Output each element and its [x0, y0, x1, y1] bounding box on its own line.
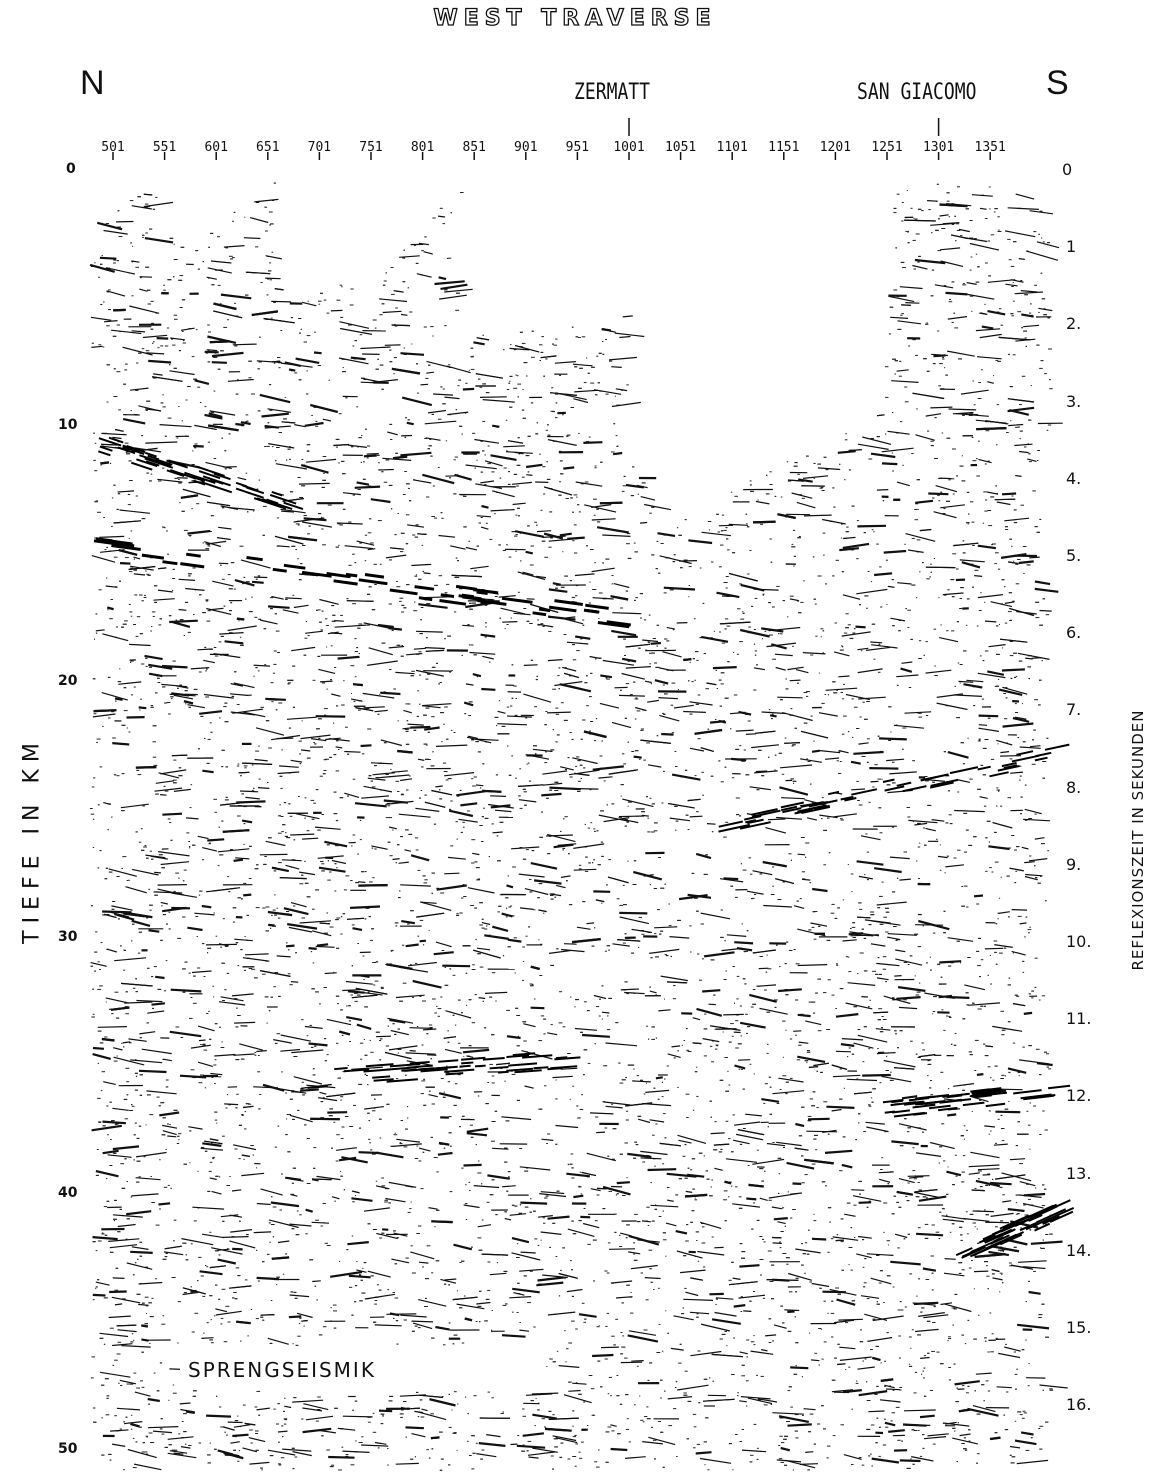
time-tick-label: 9. — [1066, 854, 1082, 874]
time-tick-label: 12. — [1066, 1086, 1092, 1106]
shotpoint-label: 1151 — [768, 140, 800, 155]
shotpoint-label: 1251 — [871, 140, 903, 155]
shotpoint-label: 1201 — [819, 140, 852, 155]
shotpoint-label: 1001 — [613, 140, 645, 155]
depth-tick-label: 30 — [58, 929, 78, 945]
depth-axis-label: TIEFE IN KM — [19, 736, 45, 944]
depth-tick-label: 20 — [58, 673, 78, 689]
time-tick-label: 11. — [1066, 1009, 1092, 1029]
time-tick-label: 3. — [1066, 391, 1082, 411]
time-tick-label: 13. — [1066, 1163, 1092, 1183]
shotpoint-label: 1351 — [974, 140, 1006, 155]
shotpoint-label: 1101 — [716, 140, 748, 155]
section-title: WEST TRAVERSE — [433, 5, 717, 31]
shotpoint-ticks — [112, 118, 991, 160]
reflection-texture — [89, 182, 1075, 1471]
time-tick-label: 8. — [1066, 777, 1082, 797]
method-label: SPRENGSEISMIK — [180, 1352, 384, 1388]
north-marker: N — [80, 64, 105, 102]
shotpoint-label: 901 — [514, 140, 538, 155]
place-label-san-giacomo: SAN GIACOMO — [857, 80, 977, 105]
shotpoint-label: 501 — [101, 140, 125, 155]
shotpoint-label: 851 — [462, 140, 486, 155]
time-tick-label: 2. — [1066, 314, 1082, 334]
shotpoint-label: 701 — [307, 140, 332, 155]
time-tick-label: 0 — [1062, 160, 1073, 179]
depth-tick-label: 50 — [58, 1441, 78, 1457]
time-tick-label: 5. — [1066, 546, 1082, 565]
depth-tick-label: 40 — [58, 1185, 78, 1201]
time-tick-label: 7. — [1066, 700, 1082, 720]
place-label-zermatt: ZERMATT — [574, 80, 651, 105]
shotpoint-label: 651 — [256, 140, 280, 155]
time-tick-label: 15. — [1066, 1318, 1092, 1337]
depth-tick-label: 10 — [58, 417, 78, 433]
time-tick-label: 1 — [1066, 237, 1077, 257]
time-tick-label: 14. — [1066, 1240, 1092, 1260]
shotpoint-label: 1301 — [922, 140, 955, 155]
shotpoint-label: 601 — [204, 140, 228, 155]
time-tick-label: 6. — [1066, 623, 1082, 643]
depth-tick-label: 0 — [66, 161, 76, 177]
time-tick-label: 10. — [1066, 932, 1092, 951]
shotpoint-label: 551 — [152, 140, 177, 155]
time-tick-label: 16. — [1066, 1395, 1092, 1415]
time-tick-label: 4. — [1066, 468, 1082, 488]
south-marker: S — [1046, 64, 1069, 102]
shotpoint-label: 751 — [359, 140, 383, 155]
shotpoint-label: 951 — [565, 140, 590, 155]
time-axis-label: REFLEXIONSZEIT IN SEKUNDEN — [1129, 709, 1147, 971]
shotpoint-label: 1051 — [664, 140, 697, 155]
shotpoint-label: 801 — [410, 140, 435, 155]
